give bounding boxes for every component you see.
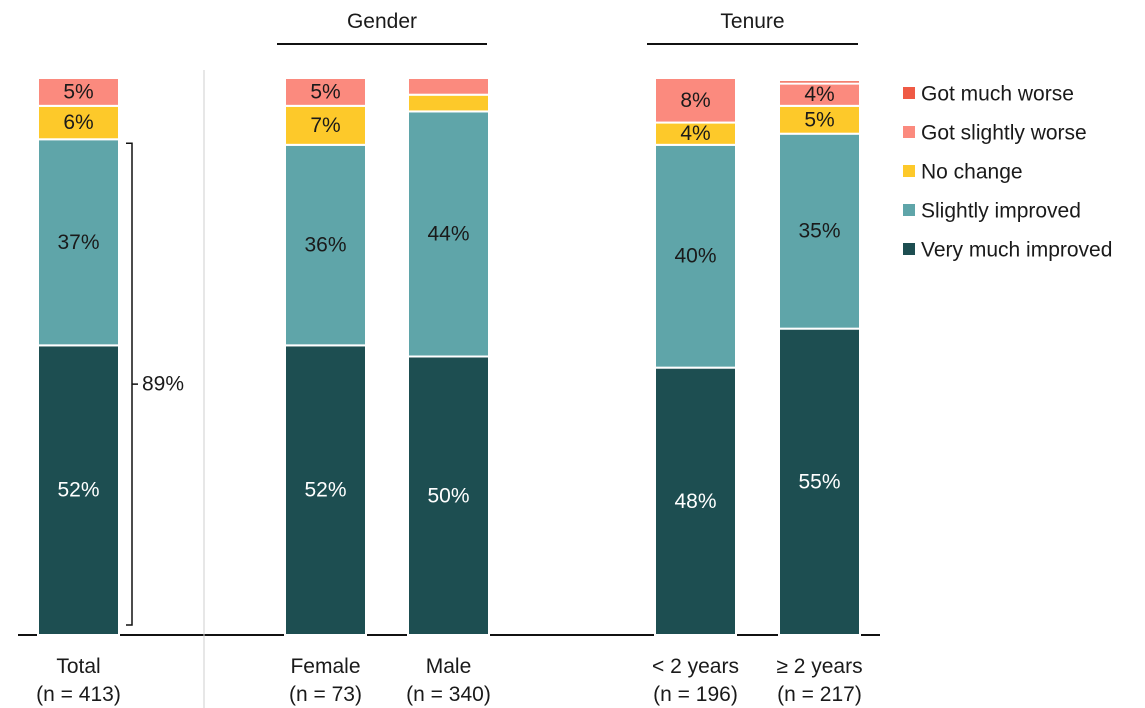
bracket-total: 89% — [126, 142, 184, 626]
data-label-gte-2-years-no-change: 5% — [804, 108, 834, 131]
data-label-total-no-change: 6% — [63, 111, 93, 134]
data-label-male-very-much-improved: 50% — [427, 484, 469, 507]
category-n-label-lt-2-years: (n = 196) — [653, 683, 738, 706]
data-label-lt-2-years-got-slightly-worse: 8% — [680, 89, 710, 112]
data-label-total-slightly-improved: 37% — [57, 231, 99, 254]
bar-male: 50% 44% — [407, 77, 490, 636]
data-label-gte-2-years-slightly-improved: 35% — [798, 220, 840, 243]
bar-lt-2-years: 48% 40% 4% 8% — [654, 77, 737, 636]
legend: Got much worse Got slightly worse No chang… — [903, 83, 1112, 262]
legend-swatch-very-much-improved — [903, 243, 915, 255]
category-n-label-female: (n = 73) — [289, 683, 362, 706]
segment-total-no-change — [37, 104, 120, 141]
segment-male-very-much-improved — [407, 355, 490, 636]
legend-label-slightly-improved: Slightly improved — [921, 200, 1081, 223]
legend-swatch-no-change — [903, 165, 915, 177]
category-label-lt-2-years: < 2 years — [652, 655, 739, 678]
data-label-female-got-slightly-worse: 5% — [310, 80, 340, 103]
legend-swatch-got-much-worse — [903, 87, 915, 99]
category-label-gte-2-years: ≥ 2 years — [776, 655, 862, 678]
legend-label-no-change: No change — [921, 161, 1023, 184]
data-label-lt-2-years-slightly-improved: 40% — [674, 245, 716, 268]
category-label-female: Female — [290, 655, 360, 678]
segment-lt-2-years-got-slightly-worse — [654, 77, 737, 124]
category-n-label-gte-2-years: (n = 217) — [777, 683, 862, 706]
category-n-label-total: (n = 413) — [36, 683, 121, 706]
data-label-lt-2-years-very-much-improved: 48% — [674, 490, 716, 513]
bar-gte-2-years: 55% 35% 5%4% — [778, 79, 861, 636]
segment-female-very-much-improved — [284, 344, 367, 636]
bracket-line — [126, 142, 138, 626]
segment-lt-2-years-slightly-improved — [654, 143, 737, 369]
data-label-female-very-much-improved: 52% — [304, 479, 346, 502]
bracket-label: 89% — [142, 373, 184, 396]
segment-total-got-slightly-worse — [37, 77, 120, 107]
group-label-gender: Gender — [347, 10, 417, 33]
segment-female-got-slightly-worse — [284, 77, 367, 107]
data-label-total-very-much-improved: 52% — [57, 479, 99, 502]
segment-female-slightly-improved — [284, 143, 367, 347]
segment-gte-2-years-very-much-improved — [778, 327, 861, 636]
segment-gte-2-years-got-much-worse — [778, 79, 861, 85]
legend-label-very-much-improved: Very much improved — [921, 239, 1112, 262]
category-label-male: Male — [426, 655, 472, 678]
data-label-female-slightly-improved: 36% — [304, 234, 346, 257]
data-label-female-no-change: 7% — [310, 114, 340, 137]
data-label-gte-2-years-got-slightly-worse: 4% — [804, 83, 834, 106]
legend-swatch-got-slightly-worse — [903, 126, 915, 138]
legend-label-got-much-worse: Got much worse — [921, 83, 1074, 106]
data-label-male-slightly-improved: 44% — [427, 222, 469, 245]
data-label-lt-2-years-no-change: 4% — [680, 122, 710, 145]
legend-swatch-slightly-improved — [903, 204, 915, 216]
segment-gte-2-years-slightly-improved — [778, 132, 861, 330]
data-label-total-got-slightly-worse: 5% — [63, 80, 93, 103]
bar-total: 52% 37% 6% 5% — [37, 77, 120, 636]
segment-male-got-slightly-worse — [407, 77, 490, 96]
segment-total-very-much-improved — [37, 344, 120, 636]
data-label-gte-2-years-very-much-improved: 55% — [798, 470, 840, 493]
segment-lt-2-years-very-much-improved — [654, 366, 737, 636]
group-label-tenure: Tenure — [720, 10, 784, 33]
segment-gte-2-years-no-change — [778, 104, 861, 135]
segment-female-no-change — [284, 104, 367, 146]
legend-label-got-slightly-worse: Got slightly worse — [921, 122, 1087, 145]
category-n-label-male: (n = 340) — [406, 683, 491, 706]
bar-female: 52% 36% 7% 5% — [284, 77, 367, 636]
segment-male-no-change — [407, 93, 490, 113]
category-label-total: Total — [56, 655, 100, 678]
